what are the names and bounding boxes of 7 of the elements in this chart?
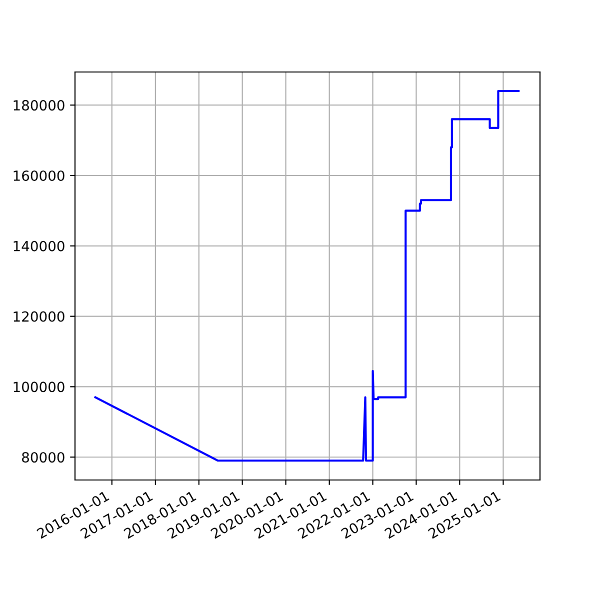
line-series xyxy=(94,90,520,462)
y-tick-label: 120000 xyxy=(14,311,64,322)
y-tick-label: 80000 xyxy=(22,452,64,463)
y-tick-label: 180000 xyxy=(14,100,64,111)
y-tick-label: 160000 xyxy=(14,170,64,181)
y-tick-label: 140000 xyxy=(14,240,64,252)
y-tick-label: 100000 xyxy=(14,382,64,392)
